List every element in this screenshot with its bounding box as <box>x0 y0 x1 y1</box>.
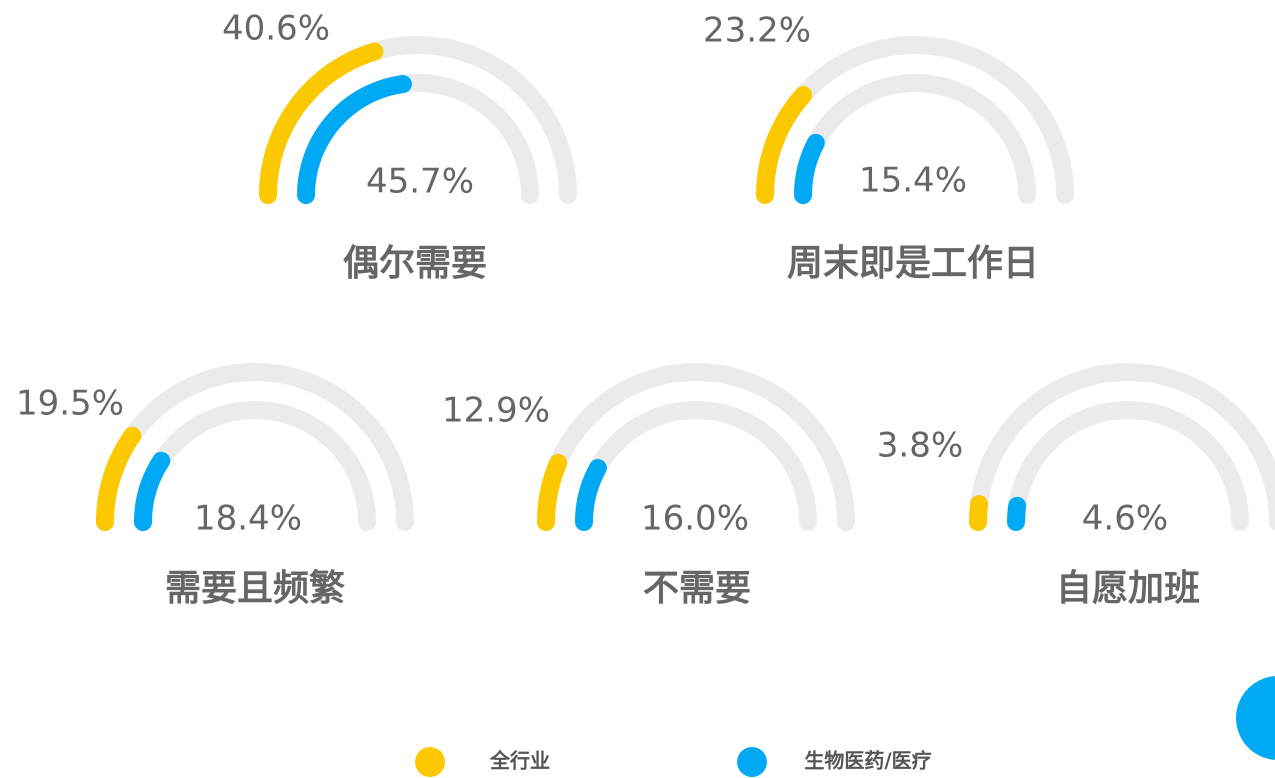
gauge-arc <box>537 453 568 531</box>
value-label: 4.6% <box>1082 499 1168 539</box>
value-label: 15.4% <box>859 161 967 201</box>
decoration <box>1236 676 1275 760</box>
value-label: 12.9% <box>442 391 550 431</box>
gauge-track <box>969 363 1275 531</box>
category-label: 周末即是工作日 <box>787 243 1039 284</box>
gauge-arc <box>1007 496 1027 531</box>
legend-label: 全行业 <box>489 749 550 773</box>
value-label: 23.2% <box>703 11 811 51</box>
gauge-arc <box>575 459 607 531</box>
category-label: 需要且频繁 <box>165 568 345 609</box>
legend-marker <box>737 747 767 777</box>
gauge-track <box>1007 401 1249 531</box>
gauge-arc <box>794 133 825 204</box>
category-label: 自愿加班 <box>1056 568 1200 609</box>
gauge-arc <box>756 86 813 204</box>
legend-label: 生物医药/医疗 <box>804 749 931 773</box>
category-label: 不需要 <box>643 568 751 609</box>
category-label: 偶尔需要 <box>343 243 487 284</box>
value-label: 19.5% <box>16 384 124 424</box>
value-label: 40.6% <box>222 9 330 49</box>
gauge-arc <box>259 42 384 204</box>
value-label: 18.4% <box>194 499 302 539</box>
value-label: 16.0% <box>641 499 749 539</box>
gauge-arc <box>134 451 171 531</box>
gauge-arc <box>297 75 412 204</box>
value-label: 45.7% <box>366 162 474 202</box>
legend-marker <box>415 747 445 777</box>
gauge-arc <box>969 495 989 531</box>
value-label: 3.8% <box>877 426 963 466</box>
gauge-track <box>537 363 855 531</box>
gauge-arc <box>96 426 142 531</box>
